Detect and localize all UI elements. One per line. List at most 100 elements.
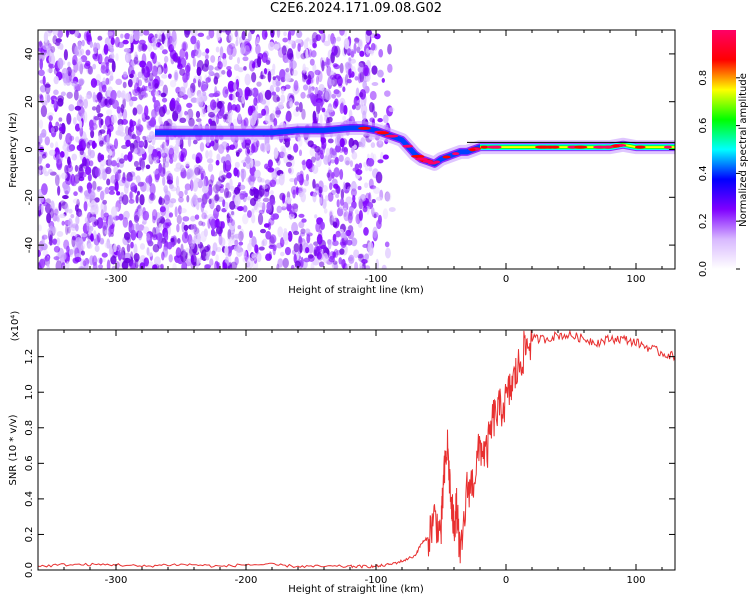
spectrogram-noise-blob <box>126 177 133 182</box>
spectrogram-noise-blob <box>127 78 133 88</box>
spectrogram-noise-blob <box>47 229 53 242</box>
colorbar-gradient <box>712 30 736 269</box>
spectrogram-noise-blob <box>121 90 126 100</box>
spectrogram-signal-peak <box>415 157 428 161</box>
spectrogram-noise-blob <box>228 220 236 231</box>
spectrogram-noise-blob <box>306 37 310 42</box>
spectrogram-noise-blob <box>329 211 333 218</box>
spectrogram-noise-blob <box>90 199 97 211</box>
spectrogram-noise-blob <box>261 108 267 116</box>
spectrogram-noise-blob <box>38 151 44 162</box>
spectrogram-noise-blob <box>348 207 355 212</box>
spectrogram-noise-blob <box>133 147 141 155</box>
spectrogram-noise-blob <box>129 142 135 153</box>
spectrogram-noise-blob <box>327 240 332 250</box>
spectrogram-noise-blob <box>314 118 318 125</box>
spectrogram-noise-blob <box>71 180 77 187</box>
spectrogram-noise-blob <box>74 123 81 132</box>
spectrogram-noise-blob <box>174 143 179 154</box>
spectrogram-noise-blob <box>236 88 243 99</box>
spectrogram-noise-blob <box>130 229 137 241</box>
spectrogram-noise-blob <box>334 45 341 58</box>
spectrogram-noise-blob <box>244 142 250 150</box>
spectrogram-noise-blob <box>132 107 138 116</box>
spectrogram-noise-blob <box>74 105 82 111</box>
spectrogram-noise-blob <box>264 179 271 185</box>
spectrogram-noise-blob <box>226 213 231 219</box>
spectrogram-noise-blob <box>168 44 175 53</box>
spectrogram-noise-blob <box>91 106 97 111</box>
spectrogram-noise-blob <box>215 113 219 125</box>
spectrogram-noise-blob <box>160 144 165 149</box>
spectrogram-noise-blob <box>97 152 102 163</box>
spectrogram-noise-blob <box>190 255 195 263</box>
spectrogram-signal-peak <box>538 145 552 149</box>
spectrogram-noise-blob <box>61 220 65 226</box>
spectrogram-noise-blob <box>168 35 173 44</box>
spectrogram-noise-blob <box>115 78 123 86</box>
spectrogram-noise-blob <box>151 108 157 119</box>
spectrogram-noise-blob <box>129 73 134 79</box>
spectrogram-noise-blob <box>65 261 70 269</box>
spectrogram-noise-blob <box>363 227 369 236</box>
spectrogram-noise-blob <box>52 35 58 45</box>
spectrogram-noise-blob <box>208 149 213 159</box>
spectrogram-noise-blob <box>161 49 168 55</box>
spectrogram-noise-blob <box>254 160 261 167</box>
spectrogram-noise-blob <box>346 263 351 269</box>
spectrogram-noise-blob <box>221 156 226 162</box>
spectrogram-noise-blob <box>83 201 88 212</box>
spectrogram-noise-blob <box>332 240 339 247</box>
spectrogram-noise-blob <box>46 94 51 103</box>
spectrogram-noise-blob <box>369 101 375 113</box>
spectrogram-noise-blob <box>262 197 270 203</box>
spectrogram-noise-blob <box>118 196 124 202</box>
spectrogram-noise-blob <box>283 228 288 233</box>
spectrogram-noise-blob <box>219 186 225 194</box>
spectrogram-noise-blob <box>205 77 211 83</box>
spectrogram-noise-blob <box>66 145 74 153</box>
spectrogram-noise-blob <box>235 103 241 113</box>
spectrogram-noise-blob <box>227 113 233 123</box>
spectrogram-noise-blob <box>243 38 251 51</box>
spectrogram-noise-blob <box>190 215 196 222</box>
spectrogram-noise-blob <box>264 163 269 170</box>
spectrogram-noise-blob <box>230 219 236 226</box>
spectrogram-noise-blob <box>38 69 45 77</box>
spectrogram-noise-blob <box>272 76 276 81</box>
spectrogram-noise-blob <box>243 66 247 71</box>
spectrogram-noise-blob <box>74 256 82 263</box>
spectrogram-noise-blob <box>90 191 96 199</box>
spectrogram-noise-blob <box>80 250 85 256</box>
spectrogram-noise-blob <box>265 142 271 152</box>
spectrogram-noise-blob <box>326 65 332 77</box>
spectrogram-noise-blob <box>293 253 297 264</box>
spectrogram-noise-blob <box>66 112 72 125</box>
spectrogram-noise-blob <box>261 52 268 64</box>
spectrogram-noise-blob <box>201 212 207 220</box>
spectrogram-noise-blob <box>228 236 233 242</box>
spectrogram-noise-blob <box>268 244 275 249</box>
spectrogram-noise-blob <box>49 225 54 231</box>
spectrogram-noise-blob <box>228 32 234 42</box>
spectrogram-noise-blob <box>67 61 71 67</box>
spectrogram-y-tick-label: 40 <box>24 48 35 61</box>
spectrogram-noise-blob <box>161 237 166 244</box>
spectrogram-noise-blob <box>312 165 319 174</box>
spectrogram-noise-blob <box>360 137 366 148</box>
spectrogram-noise-blob <box>242 249 247 258</box>
spectrogram-noise-blob <box>139 194 145 206</box>
spectrogram-noise-blob <box>263 190 269 198</box>
spectrogram-noise-blob <box>357 72 362 84</box>
spectrogram-noise-blob <box>295 106 300 112</box>
spectrogram-noise-blob <box>377 117 383 123</box>
spectrogram-noise-blob <box>120 103 125 114</box>
spectrogram-noise-blob <box>195 177 200 183</box>
spectrogram-noise-blob <box>338 257 343 265</box>
spectrogram-noise-blob <box>270 190 274 196</box>
spectrogram-noise-blob <box>101 221 109 230</box>
spectrogram-noise-blob <box>351 183 358 190</box>
spectrogram-noise-blob <box>228 55 233 61</box>
spectrogram-noise-blob <box>86 30 92 42</box>
spectrogram-noise-blob <box>291 222 299 234</box>
